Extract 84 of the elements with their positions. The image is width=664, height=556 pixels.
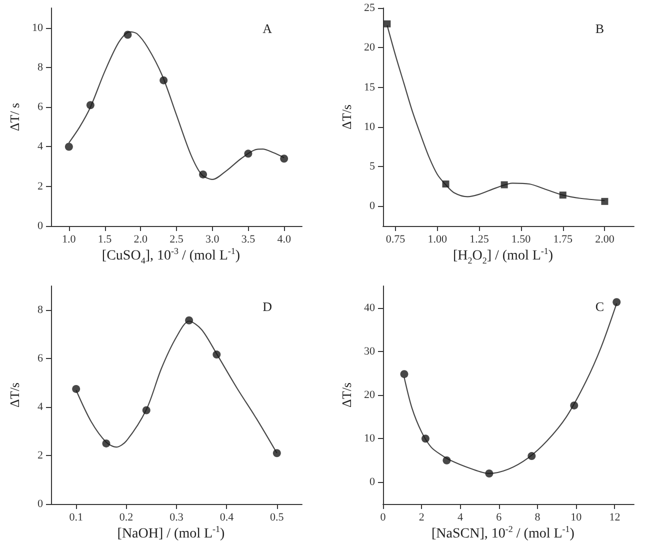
x-tick-label: 2 xyxy=(418,512,424,524)
annotation: B xyxy=(595,21,604,36)
point xyxy=(400,370,408,378)
y-tick-label: 15 xyxy=(364,81,376,94)
x-tick-label: 0.3 xyxy=(170,512,184,524)
x-tick-label: 3.5 xyxy=(241,234,256,246)
y-tick-label: 0 xyxy=(38,220,44,232)
x-tick-label: 1.5 xyxy=(98,234,112,246)
x-tick-label: 8 xyxy=(534,512,541,524)
y-tick-label: 10 xyxy=(32,22,44,34)
y-tick-label: 8 xyxy=(38,61,44,74)
y-tick-label: 40 xyxy=(364,302,376,314)
point xyxy=(442,456,451,464)
x-axis-title: [NaSCN], 10$^{-2}$ / (mol L$^{-1}$) xyxy=(430,524,576,543)
x-tick-label: 0.75 xyxy=(386,234,406,246)
x-tick-label: 0.5 xyxy=(270,512,284,524)
x-tick-label: 0.4 xyxy=(220,512,234,524)
y-tick-label: 20 xyxy=(364,389,376,401)
y-tick-label: 25 xyxy=(364,2,376,14)
point xyxy=(442,180,450,188)
point xyxy=(570,401,578,410)
point xyxy=(124,30,132,39)
point xyxy=(64,142,73,151)
point xyxy=(160,76,168,84)
point xyxy=(244,150,252,158)
y-axis-title: ΔT/s xyxy=(339,382,354,408)
annotation: C xyxy=(595,299,604,314)
x-tick-label: 2.0 xyxy=(134,234,148,246)
point xyxy=(185,316,194,324)
y-tick-label: 4 xyxy=(38,140,44,153)
point xyxy=(86,101,94,110)
x-tick-label: 0.1 xyxy=(69,512,83,524)
y-tick-label: 6 xyxy=(38,101,44,114)
x-tick-label: 1.00 xyxy=(428,234,448,246)
x-tick-label: 3.0 xyxy=(205,234,220,246)
x-tick-label: 0.2 xyxy=(119,512,134,524)
point xyxy=(212,350,221,359)
point xyxy=(280,154,288,163)
point xyxy=(142,406,150,414)
point xyxy=(72,384,80,393)
point xyxy=(528,452,536,460)
y-axis-title: ΔT/ s xyxy=(7,102,22,132)
point xyxy=(102,439,110,448)
point xyxy=(384,20,391,28)
y-axis-title: ΔT/s xyxy=(7,382,22,408)
x-tick-label: 10 xyxy=(570,512,582,524)
y-tick-label: 10 xyxy=(364,432,376,445)
y-tick-label: 4 xyxy=(38,401,44,414)
point xyxy=(601,198,608,205)
x-tick-label: 12 xyxy=(609,512,620,524)
point xyxy=(421,434,430,443)
point xyxy=(612,298,621,306)
y-tick-label: 30 xyxy=(364,345,376,358)
annotation: D xyxy=(262,299,272,314)
point xyxy=(272,449,281,458)
point xyxy=(199,170,208,178)
y-tick-label: 0 xyxy=(370,200,376,212)
y-tick-label: 8 xyxy=(38,304,44,316)
y-tick-label: 5 xyxy=(370,160,376,173)
y-tick-label: 10 xyxy=(364,120,376,133)
x-tick-label: 2.5 xyxy=(170,234,184,246)
y-tick-label: 2 xyxy=(38,450,43,462)
x-axis-title: [CuSO$_{4}$], 10$^{-3}$ / (mol L$^{-1}$) xyxy=(100,246,242,266)
x-tick-label: 1.50 xyxy=(511,234,532,246)
x-tick-label: 4 xyxy=(457,512,464,524)
point xyxy=(559,192,566,199)
y-tick-label: 6 xyxy=(38,352,44,365)
x-tick-label: 4.0 xyxy=(277,234,292,246)
x-tick-label: 1.0 xyxy=(62,234,76,246)
point xyxy=(500,181,508,188)
y-tick-label: 0 xyxy=(370,476,376,488)
y-tick-label: 2 xyxy=(38,180,43,192)
x-tick-label: 2.00 xyxy=(595,234,615,246)
x-axis-title: [NaOH] / (mol L$^{-1}$) xyxy=(116,524,226,543)
y-tick-label: 0 xyxy=(38,498,44,510)
point xyxy=(485,469,494,478)
x-tick-label: 6 xyxy=(496,512,502,524)
annotation: A xyxy=(262,21,273,36)
y-tick-label: 20 xyxy=(364,42,376,54)
x-tick-label: 0 xyxy=(380,512,386,524)
x-axis-title: [H$_{2}$O$_{2}$] / (mol L$^{-1}$) xyxy=(452,246,554,266)
x-tick-label: 1.75 xyxy=(553,234,574,246)
x-tick-label: 1.25 xyxy=(470,234,490,246)
y-axis-title: ΔT/s xyxy=(339,104,354,130)
